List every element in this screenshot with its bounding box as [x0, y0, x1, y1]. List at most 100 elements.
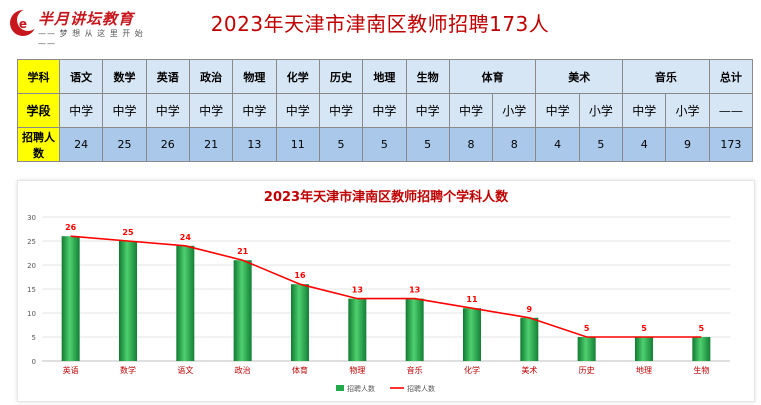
chart-gridlines — [42, 216, 730, 362]
data-label: 13 — [352, 286, 363, 295]
bar — [405, 298, 424, 361]
y-axis-ticks: 0 5 10 15 20 25 30 — [27, 214, 36, 366]
data-label: 24 — [180, 233, 192, 242]
subject-cell: 语文 — [58, 59, 104, 94]
x-tick-label: 地理 — [636, 365, 652, 375]
data-label: 13 — [409, 286, 420, 295]
x-tick-label: 历史 — [579, 365, 595, 375]
subject-cell: 地理 — [362, 59, 407, 94]
chart-title: 2023年天津市津南区教师招聘个学科人数 — [264, 189, 509, 205]
level-cell: —— — [708, 93, 754, 128]
subject-cell: 体育 — [448, 59, 537, 94]
level-cell: 小学 — [578, 93, 624, 128]
bar-series — [61, 236, 711, 361]
bar — [577, 337, 596, 361]
recruitment-table: 学科 语文 数学 英语 政治 物理 化学 历史 地理 生物 体育 美术 音乐 总计 学段 中学 中学 中学中… — [17, 59, 754, 162]
bar — [176, 245, 195, 361]
level-cell: 中学 — [535, 93, 580, 128]
x-tick-label: 体育 — [292, 365, 308, 375]
x-tick-label: 美术 — [521, 365, 537, 375]
bar — [520, 317, 539, 361]
level-cell: 中学 — [145, 93, 190, 128]
legend-bar-swatch — [336, 385, 344, 391]
y-tick-label: 15 — [27, 286, 36, 294]
count-cell: 8 — [492, 127, 537, 162]
data-label: 21 — [237, 247, 249, 256]
count-cell: 21 — [188, 127, 234, 162]
row-label-count: 招聘人数 — [17, 127, 60, 162]
row-label-subject: 学科 — [17, 59, 60, 94]
x-tick-label: 数学 — [120, 365, 136, 375]
x-tick-label: 音乐 — [407, 365, 423, 375]
x-tick-label: 生物 — [693, 365, 709, 375]
subject-cell: 物理 — [232, 59, 277, 94]
page-title: 2023年天津市津南区教师招聘173人 — [210, 12, 550, 36]
chart-container: 2023年天津市津南区教师招聘个学科人数 0 5 10 15 20 25 30 26 25 24… — [17, 180, 755, 402]
x-tick-label: 政治 — [235, 365, 251, 375]
bar — [61, 236, 80, 361]
count-cell: 13 — [232, 127, 277, 162]
subject-cell: 音乐 — [622, 59, 710, 94]
subject-cell: 总计 — [708, 59, 754, 94]
level-cell: 中学 — [102, 93, 147, 128]
data-label: 9 — [527, 305, 533, 314]
level-row: 学段 中学 中学 中学 中学 中学 中学 中学 中学 中学 中学 小学 中学 小学 中学 小学 —— — [17, 93, 754, 128]
count-cell: 11 — [275, 127, 320, 162]
x-tick-label: 语文 — [177, 365, 193, 375]
legend-bar-label: 招聘人数 — [347, 384, 375, 393]
y-tick-label: 25 — [27, 238, 36, 246]
level-cell: 中学 — [405, 93, 450, 128]
count-cell: 24 — [58, 127, 104, 162]
chart-legend: 招聘人数 招聘人数 — [336, 384, 435, 393]
count-cell: 8 — [448, 127, 494, 162]
data-labels: 26 25 24 21 16 13 13 11 9 5 5 5 — [65, 223, 704, 333]
count-cell: 5 — [318, 127, 364, 162]
brand-name: 半月讲坛教育 — [38, 10, 135, 28]
x-tick-label: 物理 — [349, 365, 365, 375]
data-label: 5 — [699, 324, 705, 333]
count-cell: 9 — [665, 127, 710, 162]
subject-cell: 历史 — [318, 59, 364, 94]
data-label: 5 — [641, 324, 647, 333]
series-line — [70, 235, 702, 338]
level-cell: 小学 — [665, 93, 710, 128]
count-cell: 5 — [362, 127, 407, 162]
data-label: 16 — [294, 271, 306, 280]
y-tick-label: 20 — [27, 262, 36, 270]
row-label-level: 学段 — [17, 93, 60, 128]
count-cell: 5 — [578, 127, 624, 162]
subject-cell: 美术 — [535, 59, 624, 94]
level-cell: 中学 — [232, 93, 277, 128]
x-tick-label: 英语 — [63, 365, 79, 375]
bar — [692, 337, 711, 361]
x-axis-ticks: 英语 数学 语文 政治 体育 物理 音乐 化学 美术 历史 地理 生物 — [63, 365, 710, 375]
brand-slogan: —— 梦 想 从 这 里 开 始 —— — [38, 29, 144, 48]
level-cell: 中学 — [58, 93, 104, 128]
data-label: 25 — [122, 228, 134, 237]
line-series — [70, 235, 702, 338]
svg-text:e: e — [19, 17, 27, 31]
data-label: 5 — [584, 324, 590, 333]
level-cell: 中学 — [275, 93, 320, 128]
level-cell: 中学 — [448, 93, 494, 128]
y-tick-label: 10 — [27, 310, 36, 318]
count-row: 招聘人数 24 25 26 21 13 11 5 5 5 8 8 4 5 4 9 173 — [17, 127, 754, 162]
data-label: 26 — [65, 223, 77, 232]
count-cell: 25 — [102, 127, 147, 162]
count-cell: 5 — [405, 127, 450, 162]
recruitment-chart: 2023年天津市津南区教师招聘个学科人数 0 5 10 15 20 25 30 26 25 24… — [27, 189, 730, 393]
data-label: 11 — [466, 295, 478, 304]
y-tick-label: 5 — [32, 334, 36, 342]
bar — [291, 284, 309, 361]
subject-row: 学科 语文 数学 英语 政治 物理 化学 历史 地理 生物 体育 美术 音乐 总计 — [17, 59, 754, 94]
count-cell: 26 — [145, 127, 190, 162]
subject-cell: 生物 — [405, 59, 450, 94]
count-cell: 4 — [622, 127, 667, 162]
x-tick-label: 化学 — [464, 365, 480, 375]
level-cell: 中学 — [188, 93, 234, 128]
level-cell: 小学 — [492, 93, 537, 128]
level-cell: 中学 — [318, 93, 364, 128]
legend-line-label: 招聘人数 — [407, 384, 435, 393]
brand-logo: e 半月讲坛教育 —— 梦 想 从 这 里 开 始 —— — [8, 6, 148, 48]
half-moon-logo-icon: e — [10, 9, 39, 36]
